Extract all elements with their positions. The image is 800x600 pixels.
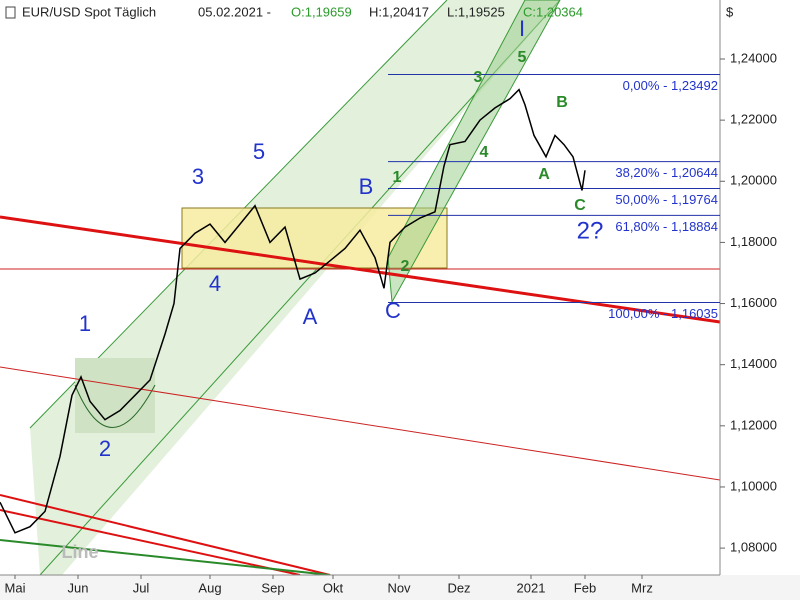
x-tick-label: Mrz	[631, 580, 653, 595]
x-tick-label: Nov	[387, 580, 411, 595]
trend-line	[0, 539, 331, 576]
wave-label: 4	[480, 144, 489, 161]
wave-label: 5	[253, 139, 265, 164]
x-tick-label: Sep	[261, 580, 284, 595]
trend-line	[0, 215, 721, 324]
date: 05.02.2021 -	[198, 4, 271, 19]
wave-label: A	[538, 166, 550, 183]
high: H:1,20417	[369, 4, 429, 19]
symbol: EUR/USD Spot Täglich	[22, 4, 156, 19]
wave-label: C	[574, 197, 586, 214]
wave-label: 2	[99, 436, 111, 461]
wave-label: I	[519, 16, 525, 41]
x-tick-label: Jun	[68, 580, 89, 595]
fib-label: 38,20% - 1,20644	[615, 165, 718, 180]
wave-label: 4	[209, 271, 221, 296]
x-tick-label: Okt	[323, 580, 344, 595]
wave-label: 2	[401, 258, 410, 275]
trend-line	[0, 366, 721, 481]
y-tick-label: 1,24000	[730, 50, 777, 65]
wave-label: C	[385, 298, 401, 323]
wave-label: 5	[518, 49, 527, 66]
wave-label: B	[359, 174, 374, 199]
currency: $	[726, 4, 734, 19]
x-tick-label: Aug	[198, 580, 221, 595]
fib-label: 0,00% - 1,23492	[623, 78, 718, 93]
fib-label: 50,00% - 1,19764	[615, 192, 718, 207]
low: L:1,19525	[447, 4, 505, 19]
fib-label: 61,80% - 1,18884	[615, 219, 718, 234]
price-line	[0, 88, 586, 534]
header: EUR/USD Spot Täglich 05.02.2021 - O:1,19…	[5, 4, 583, 19]
channel-line	[39, 0, 561, 576]
wave-label: 3	[192, 164, 204, 189]
steep-channel	[387, 0, 561, 304]
y-tick-label: 1,10000	[730, 478, 777, 493]
base-area	[75, 358, 155, 433]
fib-label: 100,00% - 1,16035	[608, 306, 718, 321]
y-tick-label: 1,16000	[730, 295, 777, 310]
wave-label: 3	[474, 69, 483, 86]
base-arc	[74, 384, 156, 428]
wave-label: Line	[61, 542, 98, 562]
x-tick-label: 2021	[517, 580, 546, 595]
y-tick-label: 1,22000	[730, 112, 777, 127]
wave-label: 2?	[577, 217, 604, 244]
x-tick-label: Jul	[133, 580, 150, 595]
x-tick-label: Mai	[5, 580, 26, 595]
y-tick-label: 1,20000	[730, 173, 777, 188]
y-tick-label: 1,08000	[730, 540, 777, 555]
trend-line	[0, 509, 301, 576]
wave-label: 1	[393, 169, 402, 186]
open: O:1,19659	[291, 4, 352, 19]
icon	[5, 6, 16, 19]
y-tick-label: 1,18000	[730, 234, 777, 249]
y-tick-label: 1,12000	[730, 417, 777, 432]
wave-label: A	[303, 304, 318, 329]
trend-line	[0, 494, 331, 576]
wave-label: B	[556, 94, 568, 111]
x-tick-label: Feb	[574, 580, 596, 595]
x-tick-label: Dez	[447, 580, 470, 595]
x-axis-band	[0, 575, 800, 600]
y-tick-label: 1,14000	[730, 356, 777, 371]
close: C:1,20364	[523, 4, 583, 19]
trend-channel	[30, 0, 560, 575]
wave-label: 1	[79, 311, 91, 336]
